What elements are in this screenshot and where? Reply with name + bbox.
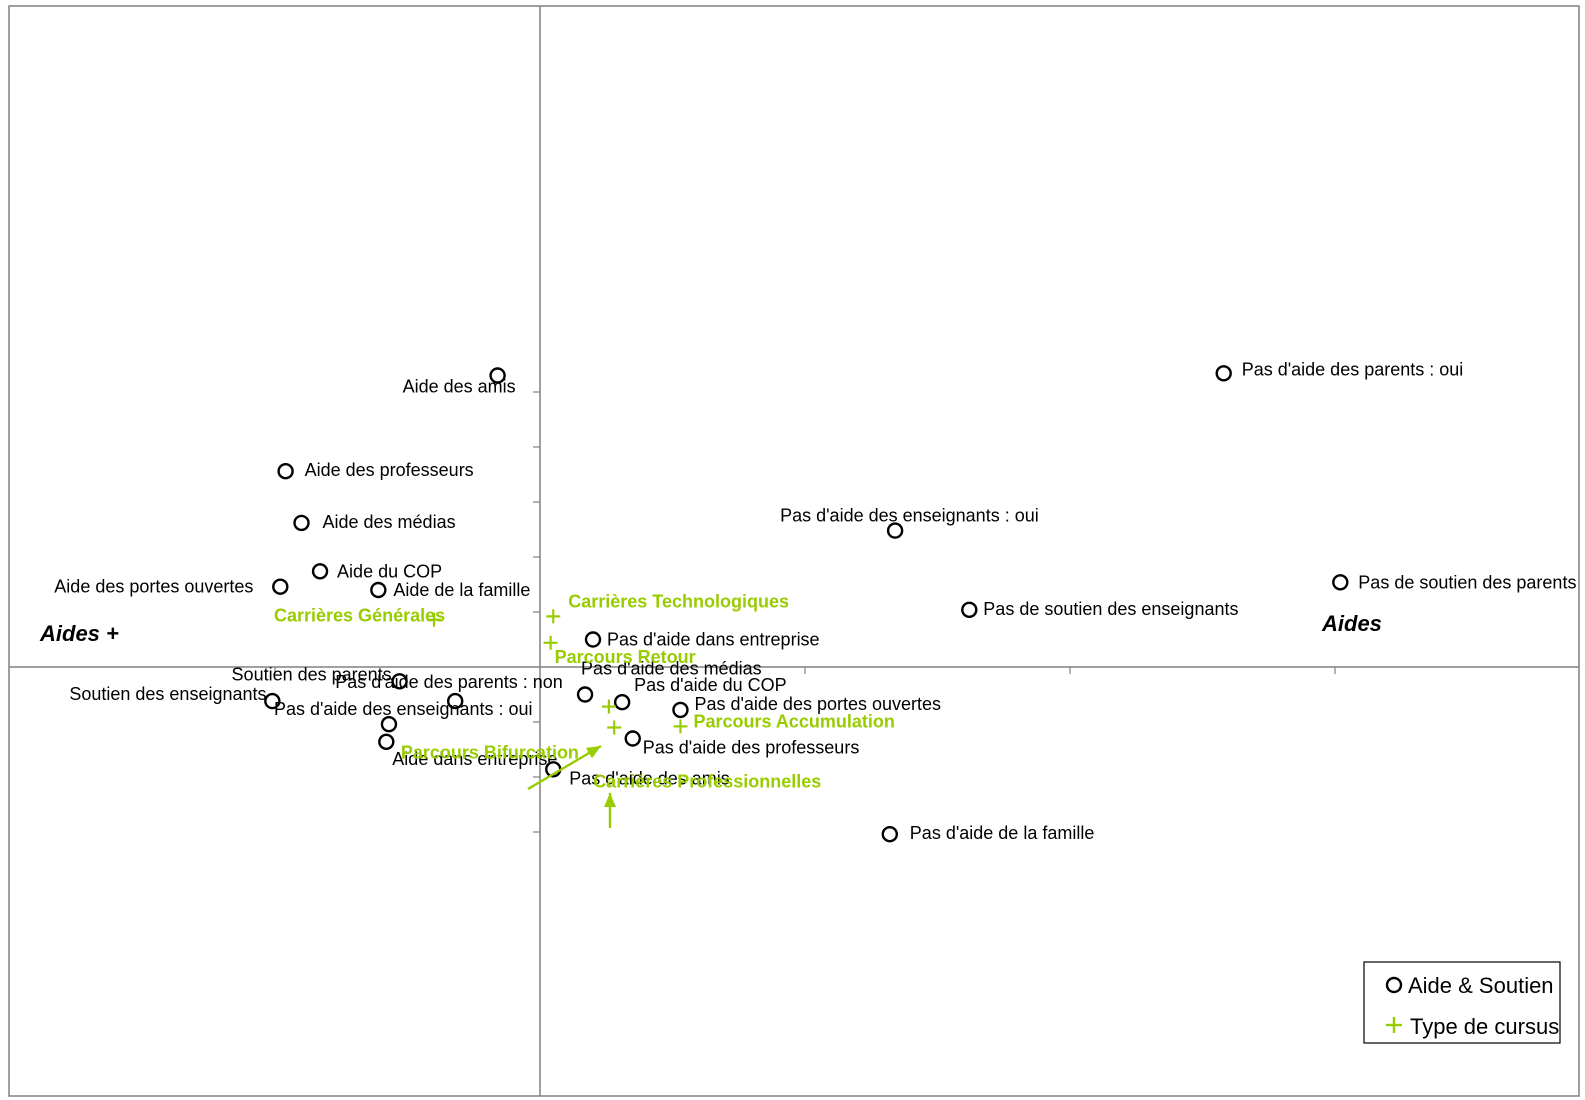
point-label: Parcours Bifurcation: [401, 743, 579, 763]
point-parcours-bifurcation: Parcours Bifurcation: [401, 699, 616, 763]
point-aide-du-cop: Aide du COP: [311, 561, 442, 581]
data-points: Aide des amis Pas d'aide des parents : ou…: [54, 359, 1576, 843]
point-label: Pas de soutien des enseignants: [983, 599, 1238, 619]
point-pas-d-aide-des-enseignants-oui: Pas d'aide des enseignants : oui: [274, 699, 533, 733]
circle-marker: [961, 601, 978, 618]
point-label: Aide des amis: [403, 377, 516, 397]
point-soutien-des-enseignants: Soutien des enseignants: [69, 684, 281, 710]
point-pas-d-aide-dans-entreprise: Pas d'aide dans entreprise: [584, 630, 820, 650]
arrow-parcours-bifurcation: [527, 744, 602, 791]
point-label: Parcours Retour: [555, 647, 696, 667]
circle-marker: [576, 686, 594, 703]
point-label: Pas d'aide des amis: [569, 768, 730, 788]
point-label: Aide des professeurs: [305, 460, 474, 480]
point-label: Pas d'aide dans entreprise: [607, 630, 820, 650]
point-label: Aide des médias: [323, 512, 456, 532]
point-soutien-des-parents: Soutien des parents: [232, 664, 408, 690]
axes: [9, 6, 1579, 1096]
circle-marker: [584, 631, 602, 648]
point-aide-des-amis: Aide des amis: [403, 367, 516, 397]
point-pas-de-soutien-des-enseignants: Pas de soutien des enseignants: [961, 599, 1238, 619]
point-aide-des-professeurs: Aide des professeurs: [277, 460, 474, 480]
circle-marker: [886, 522, 904, 539]
circle-marker: [624, 730, 641, 747]
legend-item-aide-soutien: Aide & Soutien: [1408, 973, 1554, 998]
point-label: Aide dans entreprise: [392, 749, 557, 769]
axis-title-left: Aides +: [39, 621, 119, 646]
point-pas-d-aide-des-enseignants-oui: Pas d'aide des enseignants : oui: [780, 506, 1039, 539]
point-label: Aide du COP: [337, 561, 442, 581]
point-label: Carrières Professionnelles: [593, 772, 821, 792]
point-pas-d-aide-des-portes-ouvertes: Pas d'aide des portes ouvertes: [672, 694, 941, 719]
point-label: Pas d'aide de la famille: [910, 823, 1095, 843]
point-label: Pas d'aide des enseignants : oui: [274, 699, 533, 719]
point-carrieres-professionnelles: Carrières Professionnelles: [593, 720, 821, 792]
point-pas-d-aide-du-cop: Pas d'aide du COP: [613, 675, 787, 711]
circle-marker: [1215, 365, 1232, 382]
circle-marker: [1332, 574, 1349, 591]
point-pas-d-aide-des-medias: Pas d'aide des médias: [576, 659, 762, 703]
point-label: Aide des portes ouvertes: [54, 577, 253, 597]
point-label: Pas d'aide des professeurs: [643, 738, 860, 758]
point-label: Pas d'aide des parents : oui: [1242, 359, 1464, 379]
point-label: Soutien des parents: [232, 664, 392, 684]
point-parcours-retour: Parcours Retour: [543, 635, 696, 667]
legend-item-type-cursus: Type de cursus: [1410, 1014, 1559, 1039]
circle-marker: [378, 733, 395, 750]
point-label: Soutien des enseignants: [69, 684, 266, 704]
point-label: Pas d'aide des enseignants : oui: [780, 506, 1039, 526]
point-aide-des-portes-ouvertes: Aide des portes ouvertes: [54, 577, 289, 597]
arrow-carrieres-professionnelles: [604, 793, 616, 828]
legend-plus-marker: [1386, 1017, 1402, 1033]
point-pas-d-aide-des-professeurs: Pas d'aide des professeurs: [624, 730, 860, 758]
circle-marker: [391, 673, 408, 690]
circle-marker: [277, 463, 294, 480]
point-aide-de-la-famille: Aide de la famille: [370, 580, 530, 600]
circle-marker: [370, 581, 387, 599]
point-label: Carrières Générales: [274, 606, 445, 626]
point-carrieres-generales: Carrières Générales: [274, 606, 445, 627]
circle-marker: [380, 716, 398, 733]
point-label: Pas d'aide du COP: [634, 675, 787, 695]
point-pas-de-soutien-des-parents: Pas de soutien des parents: [1332, 572, 1576, 592]
point-aide-dans-entreprise: Aide dans entreprise: [378, 733, 557, 769]
point-parcours-accumulation: Parcours Accumulation: [673, 711, 895, 734]
point-pas-d-aide-de-la-famille: Pas d'aide de la famille: [881, 823, 1095, 843]
circle-marker: [264, 692, 281, 710]
circle-marker: [293, 514, 310, 532]
circle-marker: [672, 701, 689, 719]
circle-marker: [613, 694, 631, 711]
plot-frame: [8, 5, 1580, 1097]
circle-marker: [489, 367, 506, 384]
point-pas-d-aide-des-parents-non: Pas d'aide des parents : non: [335, 672, 563, 710]
point-aide-des-medias: Aide des médias: [293, 512, 456, 532]
circle-marker: [272, 578, 289, 595]
point-label: Pas d'aide des portes ouvertes: [694, 694, 941, 714]
axis-titles: Aides + Aides: [39, 611, 1382, 646]
circle-marker: [881, 826, 898, 843]
point-label: Pas d'aide des médias: [581, 659, 762, 679]
point-carrieres-technologiques: Carrières Technologiques: [546, 591, 789, 624]
axis-title-right: Aides: [1321, 611, 1382, 636]
point-label: Carrières Technologiques: [568, 591, 789, 611]
point-label: Pas de soutien des parents: [1358, 572, 1576, 592]
legend: Aide & Soutien Type de cursus: [1363, 961, 1561, 1044]
legend-circle-marker: [1385, 976, 1403, 994]
point-pas-d-aide-des-parents-oui: Pas d'aide des parents : oui: [1215, 359, 1464, 382]
point-label: Aide de la famille: [393, 580, 530, 600]
point-label: Parcours Accumulation: [693, 711, 894, 731]
circle-marker: [447, 692, 464, 710]
circle-marker: [311, 563, 329, 580]
point-label: Pas d'aide des parents : non: [335, 672, 563, 692]
legend-box: [1363, 961, 1561, 1044]
